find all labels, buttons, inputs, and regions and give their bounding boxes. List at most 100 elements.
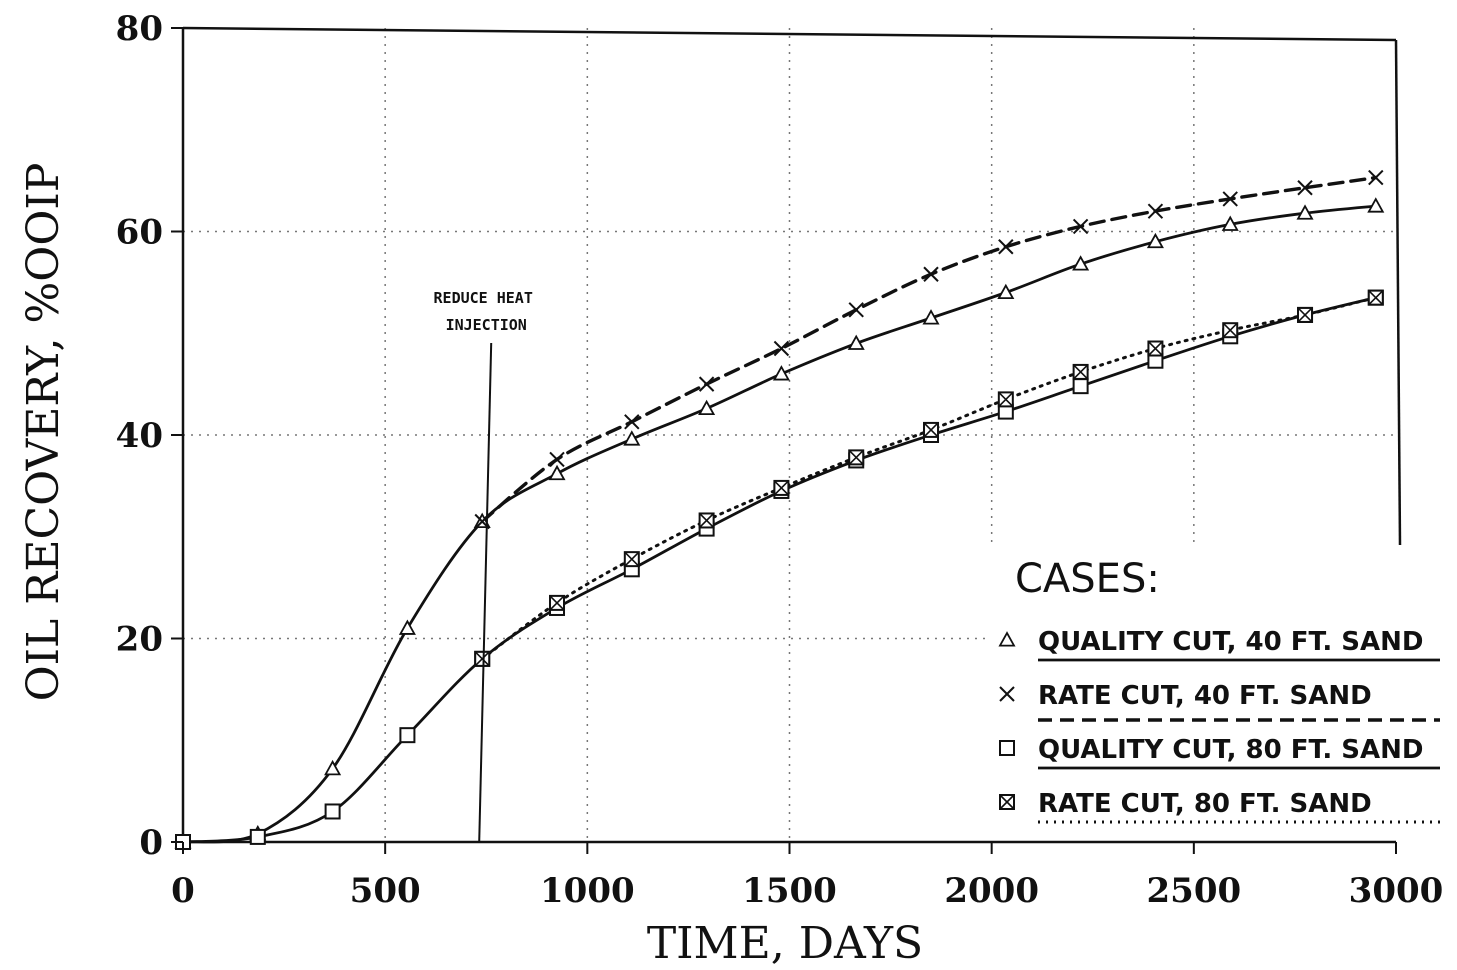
series-4-point-10-diag-b <box>1147 340 1163 357</box>
series-4-point-13 <box>1367 289 1384 306</box>
series-4-point-3-diag-b <box>624 551 640 567</box>
series-4-point-11-diag-b <box>1222 322 1238 338</box>
series-2-point-5-stroke-b <box>773 340 790 357</box>
series-line-2 <box>480 175 1378 524</box>
x-tick-label-4: 2000 <box>944 871 1039 911</box>
series-2-point-6 <box>848 302 864 318</box>
series-3-point-3 <box>324 803 341 820</box>
series-3-point-4 <box>399 727 416 744</box>
series-4-point-1 <box>474 650 491 667</box>
x-tick-label-2: 1000 <box>540 871 635 911</box>
annotation-line <box>478 342 493 843</box>
series-4-point-7 <box>923 421 940 438</box>
x-tick-label-5: 2500 <box>1147 871 1242 911</box>
series-2-point-5 <box>773 340 790 357</box>
series-1-point-9 <box>772 365 790 381</box>
series-4-point-2 <box>549 594 566 611</box>
series-2-point-13-stroke-b <box>1368 169 1384 186</box>
annotation: REDUCE HEAT INJECTION <box>434 289 533 843</box>
series-4-point-5 <box>773 479 790 496</box>
series-2-point-11 <box>1222 191 1238 207</box>
series-2-point-9 <box>1072 218 1089 235</box>
legend-marker-1 <box>998 631 1016 647</box>
series-1-point-6 <box>548 464 566 481</box>
series-2-point-13 <box>1368 169 1384 186</box>
axis-ticks: 0 500 1000 1500 2000 2500 3000 0 20 40 60 80 <box>116 9 1444 911</box>
series-3-point-2 <box>249 828 266 845</box>
series-4-point-9-diag-b <box>1073 364 1089 380</box>
series-line-3 <box>181 296 1378 844</box>
series-2-point-7-stroke-b <box>923 266 939 282</box>
series-4-point-1-diag-b <box>474 651 490 667</box>
series-1-point-16 <box>1296 204 1314 220</box>
legend-label-2: RATE CUT, 40 FT. SAND <box>1038 681 1372 711</box>
series-2-point-4-stroke-b <box>698 376 715 392</box>
series-4-point-6-diag-b <box>848 449 864 465</box>
legend-marker-4 <box>999 794 1015 810</box>
series-1-point-15 <box>1221 215 1239 231</box>
legend-label-3: QUALITY CUT, 80 FT. SAND <box>1038 735 1423 765</box>
series-2-point-12 <box>1297 180 1313 196</box>
series-2-point-10 <box>1147 203 1164 219</box>
x-tick-label-6: 3000 <box>1349 871 1444 911</box>
series-4-point-3 <box>623 551 640 568</box>
series-4-point-5-diag-b <box>773 480 789 496</box>
series-4-point-7-diag-b <box>923 422 939 438</box>
series-3-point-13 <box>1072 378 1089 395</box>
x-tick-label-1: 500 <box>350 871 421 911</box>
y-tick-label-0: 0 <box>139 823 163 863</box>
x-tick-label-3: 1500 <box>742 871 837 911</box>
series-4-point-6 <box>848 449 865 466</box>
series-2-point-9-stroke-b <box>1072 218 1089 235</box>
y-axis-label: OIL RECOVERY, %OOIP <box>18 163 69 702</box>
series-1-point-11 <box>922 309 940 325</box>
series-2-point-8 <box>998 239 1014 255</box>
series-2-point-7 <box>923 266 939 282</box>
series-1-point-17 <box>1367 197 1385 213</box>
legend-items: QUALITY CUT, 40 FT. SAND RATE CUT, 40 FT.… <box>998 627 1440 824</box>
series-4-point-2-diag-b <box>549 595 565 611</box>
series-1-point-10 <box>847 334 865 350</box>
series-2-point-2 <box>549 451 565 468</box>
marker-group <box>174 169 1385 850</box>
series-1-point-14 <box>1146 232 1164 249</box>
series-1-point-13 <box>1072 255 1090 271</box>
legend-marker-2-stroke-b <box>999 686 1015 702</box>
annotation-label-line-1: REDUCE HEAT <box>434 289 533 307</box>
series-4-point-11 <box>1222 322 1239 339</box>
legend-background <box>990 548 1450 838</box>
series-1-point-7 <box>623 430 641 446</box>
series-2-point-12-stroke-b <box>1297 180 1313 196</box>
series-2-point-3 <box>624 414 640 430</box>
legend-marker-2 <box>999 686 1015 702</box>
legend-label-1: QUALITY CUT, 40 FT. SAND <box>1038 627 1423 657</box>
top-frame-line <box>182 26 1397 42</box>
y-tick-label-3: 60 <box>116 213 163 253</box>
series-4-point-4-diag-b <box>699 512 715 529</box>
series-4-point-10 <box>1147 340 1164 357</box>
series-4-point-4 <box>698 512 715 529</box>
x-axis-label: TIME, DAYS <box>647 918 923 969</box>
legend-marker-3 <box>999 740 1015 756</box>
series-2-point-4 <box>698 376 715 392</box>
y-tick-label-4: 80 <box>116 9 163 49</box>
series-4-point-12 <box>1297 306 1314 323</box>
legend: CASES: QUALITY CUT, 40 FT. SAND RATE CUT,… <box>990 548 1450 838</box>
series-4-point-12-diag-b <box>1297 307 1313 323</box>
series-2-point-10-stroke-b <box>1147 203 1164 219</box>
x-tick-label-0: 0 <box>171 871 195 911</box>
legend-title: CASES: <box>1015 556 1160 602</box>
legend-marker-4-diag-b <box>999 794 1015 810</box>
series-4-point-13-diag-b <box>1368 290 1384 306</box>
series-2-point-6-stroke-b <box>848 302 864 318</box>
series-2-point-3-stroke-b <box>624 414 640 430</box>
series-4-point-9 <box>1072 363 1089 380</box>
series-2-point-2-stroke-b <box>549 451 565 468</box>
series-line-1 <box>181 204 1378 844</box>
series-2-point-8-stroke-b <box>998 239 1014 255</box>
y-tick-label-1: 20 <box>116 620 163 660</box>
legend-label-4: RATE CUT, 80 FT. SAND <box>1038 789 1372 819</box>
series-4-point-8 <box>997 391 1014 408</box>
series-1-point-4 <box>398 619 416 635</box>
